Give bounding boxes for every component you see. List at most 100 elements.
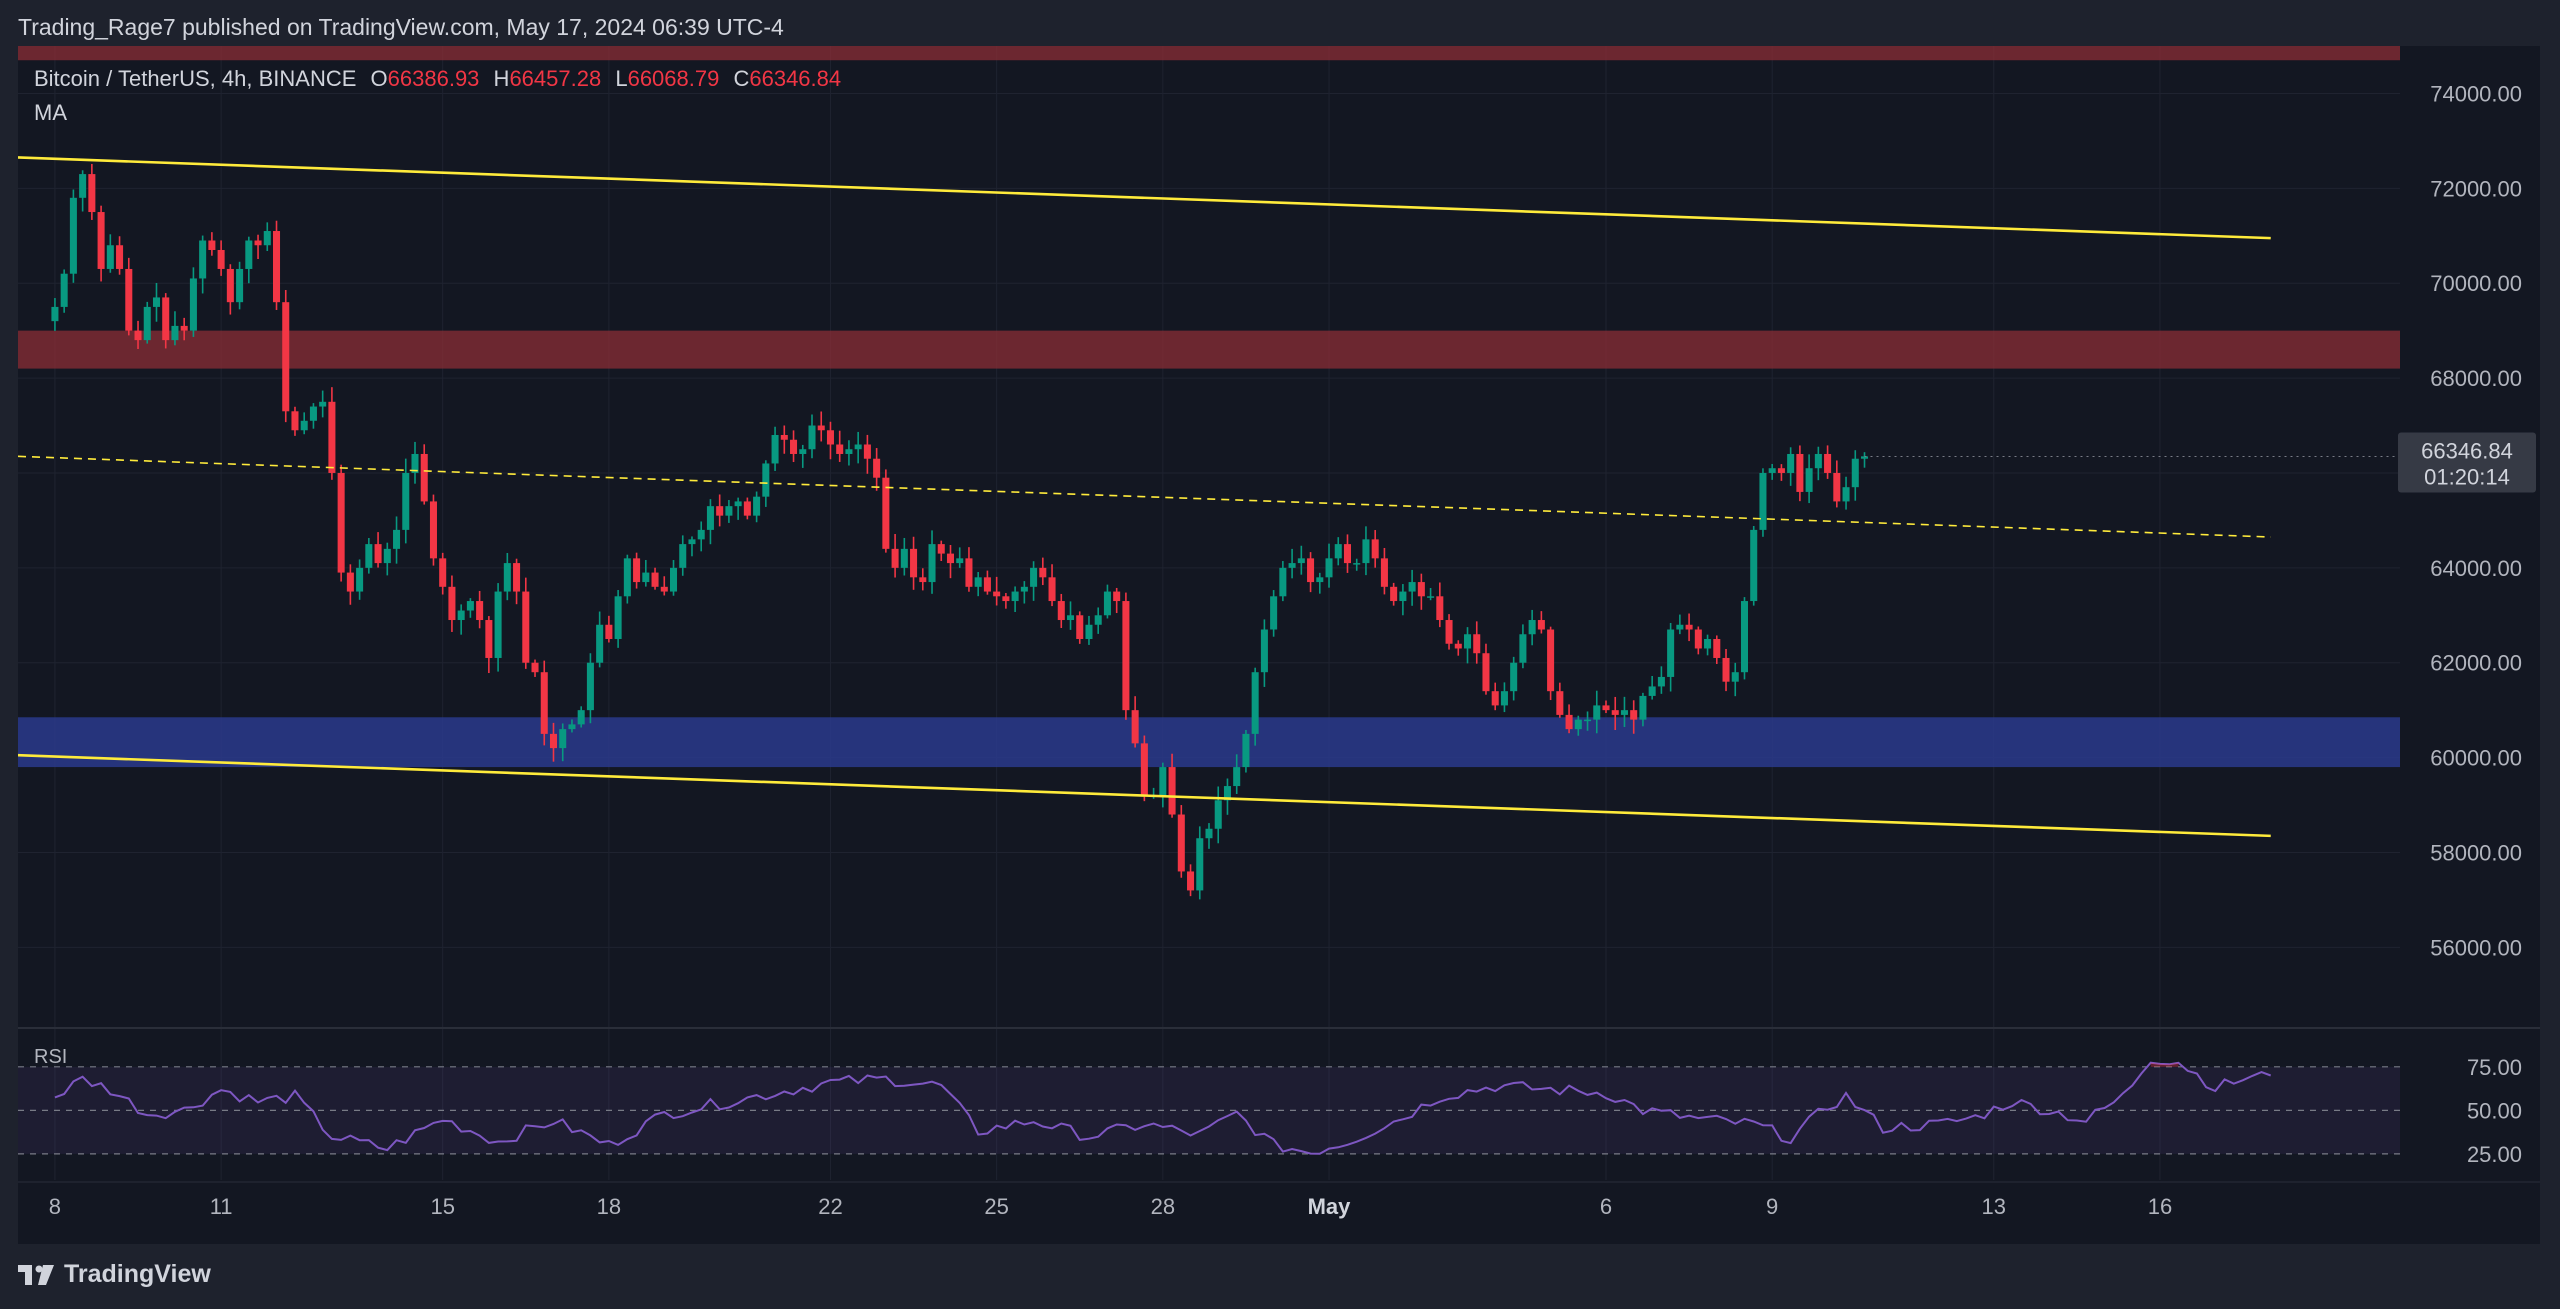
candle-body[interactable] — [1500, 691, 1508, 706]
candle-body[interactable] — [1177, 814, 1185, 872]
candle-body[interactable] — [402, 472, 410, 530]
candle-body[interactable] — [263, 231, 271, 246]
candle-body[interactable] — [1011, 591, 1019, 602]
candle-body[interactable] — [88, 174, 96, 213]
candle-body[interactable] — [1353, 563, 1361, 565]
candle-body[interactable] — [873, 458, 881, 478]
candle-body[interactable] — [725, 506, 733, 516]
candle-body[interactable] — [1094, 615, 1102, 625]
candle-body[interactable] — [448, 586, 456, 621]
candle-body[interactable] — [937, 544, 945, 554]
channel-bottom-trendline[interactable] — [18, 753, 2271, 838]
candle-body[interactable] — [891, 548, 899, 568]
candle-body[interactable] — [226, 268, 234, 303]
candle-body[interactable] — [272, 231, 281, 303]
candle-body[interactable] — [882, 477, 890, 549]
candle-body[interactable] — [1759, 472, 1767, 530]
candle-body[interactable] — [1187, 871, 1195, 891]
candle-body[interactable] — [208, 240, 216, 250]
candle-body[interactable] — [965, 558, 973, 587]
candle-body[interactable] — [1131, 710, 1139, 744]
candle-body[interactable] — [1713, 638, 1721, 658]
candle-body[interactable] — [1223, 786, 1231, 801]
candle-body[interactable] — [79, 174, 87, 198]
candle-body[interactable] — [1667, 629, 1675, 677]
candle-body[interactable] — [1380, 558, 1388, 587]
candle-body[interactable] — [1537, 620, 1545, 630]
candle-body[interactable] — [466, 601, 474, 611]
candle-body[interactable] — [1168, 767, 1176, 815]
candle-body[interactable] — [199, 240, 207, 279]
candle-body[interactable] — [863, 444, 871, 459]
support-zone[interactable] — [18, 717, 2400, 768]
candle-body[interactable] — [1685, 624, 1693, 630]
candle-body[interactable] — [577, 710, 585, 725]
candle-body[interactable] — [1510, 662, 1518, 692]
candle-body[interactable] — [1842, 487, 1850, 502]
candle-body[interactable] — [1343, 544, 1352, 564]
candle-body[interactable] — [1427, 596, 1435, 598]
chart-area[interactable]: 74000.0072000.0070000.0068000.0066000.00… — [18, 46, 2540, 1244]
candle-body[interactable] — [1399, 591, 1407, 602]
candle-body[interactable] — [411, 453, 419, 473]
candle-body[interactable] — [152, 297, 161, 307]
candle-body[interactable] — [180, 325, 188, 331]
candle-body[interactable] — [1242, 733, 1250, 768]
candle-body[interactable] — [1528, 620, 1536, 635]
candle-body[interactable] — [1787, 453, 1795, 473]
candle-body[interactable] — [1833, 472, 1841, 502]
candle-body[interactable] — [808, 425, 816, 450]
candle-body[interactable] — [1473, 634, 1481, 654]
candle-body[interactable] — [660, 586, 668, 592]
candle-body[interactable] — [328, 401, 336, 473]
candle-body[interactable] — [1731, 672, 1739, 682]
candle-body[interactable] — [1417, 582, 1425, 597]
candle-body[interactable] — [1519, 634, 1527, 663]
candle-body[interactable] — [1630, 710, 1638, 720]
candle-body[interactable] — [60, 273, 68, 307]
candle-body[interactable] — [1334, 544, 1342, 559]
candle-body[interactable] — [1722, 657, 1730, 682]
candle-body[interactable] — [97, 212, 105, 269]
candle-body[interactable] — [1584, 719, 1592, 722]
candle-body[interactable] — [300, 420, 308, 431]
candle-body[interactable] — [1676, 624, 1684, 630]
candle-body[interactable] — [1233, 767, 1241, 787]
candle-body[interactable] — [457, 610, 465, 621]
candle-body[interactable] — [540, 672, 548, 734]
candle-body[interactable] — [799, 449, 807, 454]
candle-body[interactable] — [1408, 582, 1416, 592]
candle-body[interactable] — [614, 596, 622, 639]
candle-body[interactable] — [134, 330, 142, 341]
candle-body[interactable] — [365, 544, 373, 568]
candle-body[interactable] — [946, 553, 955, 564]
candle-body[interactable] — [605, 624, 613, 639]
candle-body[interactable] — [697, 529, 705, 540]
candle-body[interactable] — [1030, 567, 1038, 587]
candle-body[interactable] — [1371, 539, 1379, 559]
candle-body[interactable] — [1325, 558, 1333, 578]
candle-body[interactable] — [393, 529, 401, 549]
candle-body[interactable] — [817, 425, 825, 431]
candle-body[interactable] — [494, 591, 502, 658]
candle-body[interactable] — [900, 548, 908, 568]
candle-body[interactable] — [1122, 601, 1130, 711]
candle-body[interactable] — [633, 558, 641, 583]
rsi-indicator-label[interactable]: RSI — [34, 1046, 68, 1068]
candle-body[interactable] — [1039, 567, 1047, 578]
candle-body[interactable] — [1307, 558, 1315, 583]
resistance-zone[interactable] — [18, 330, 2400, 369]
candle-body[interactable] — [1482, 653, 1490, 692]
candle-body[interactable] — [688, 539, 696, 545]
candle-body[interactable] — [51, 306, 59, 322]
channel-top-trendline[interactable] — [18, 156, 2271, 240]
candle-body[interactable] — [1454, 643, 1462, 649]
candle-body[interactable] — [1694, 629, 1702, 649]
candle-body[interactable] — [1214, 800, 1222, 829]
candle-body[interactable] — [549, 733, 558, 749]
candle-body[interactable] — [568, 724, 576, 730]
candle-body[interactable] — [1851, 458, 1859, 488]
symbol-name[interactable]: Bitcoin / TetherUS, 4h, BINANCE — [34, 66, 357, 91]
candle-body[interactable] — [1611, 710, 1619, 715]
candle-body[interactable] — [1777, 468, 1785, 473]
